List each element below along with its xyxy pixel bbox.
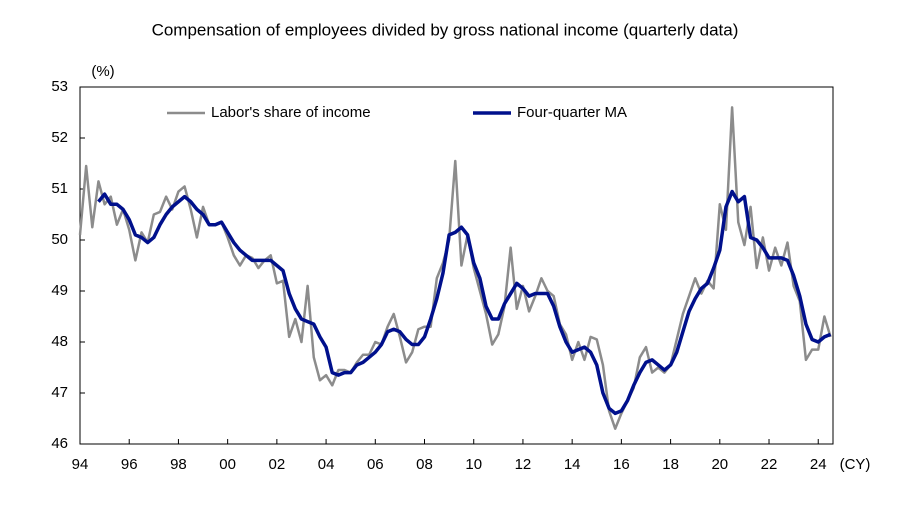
x-tick-label: 08 — [416, 456, 433, 473]
y-unit: (%) — [91, 63, 114, 80]
x-unit: (CY) — [840, 456, 871, 473]
x-tick-label: 12 — [515, 456, 532, 473]
x-tick-label: 22 — [761, 456, 778, 473]
x-tick-label: 18 — [662, 456, 679, 473]
y-tick-label: 46 — [51, 435, 68, 452]
legend-label: Labor's share of income — [211, 104, 371, 121]
legend-label: Four-quarter MA — [517, 104, 627, 121]
x-tick-label: 04 — [318, 456, 335, 473]
y-tick-label: 50 — [51, 231, 68, 248]
y-tick-label: 48 — [51, 333, 68, 350]
x-tick-label: 10 — [465, 456, 482, 473]
x-tick-label: 96 — [121, 456, 138, 473]
y-tick-label: 53 — [51, 78, 68, 95]
y-tick-label: 51 — [51, 180, 68, 197]
x-tick-label: 20 — [711, 456, 728, 473]
x-tick-label: 16 — [613, 456, 630, 473]
x-tick-label: 14 — [564, 456, 581, 473]
x-tick-label: 24 — [810, 456, 827, 473]
x-tick-label: 00 — [219, 456, 236, 473]
x-tick-label: 98 — [170, 456, 187, 473]
plot-frame — [79, 86, 834, 445]
x-tick-label: 02 — [269, 456, 286, 473]
chart-title: Compensation of employees divided by gro… — [152, 20, 739, 39]
series-line — [97, 189, 832, 416]
y-tick-label: 52 — [51, 129, 68, 146]
x-tick-label: 94 — [72, 456, 89, 473]
series-line — [78, 106, 832, 430]
x-tick-label: 06 — [367, 456, 384, 473]
y-tick-label: 47 — [51, 384, 68, 401]
y-tick-label: 49 — [51, 282, 68, 299]
